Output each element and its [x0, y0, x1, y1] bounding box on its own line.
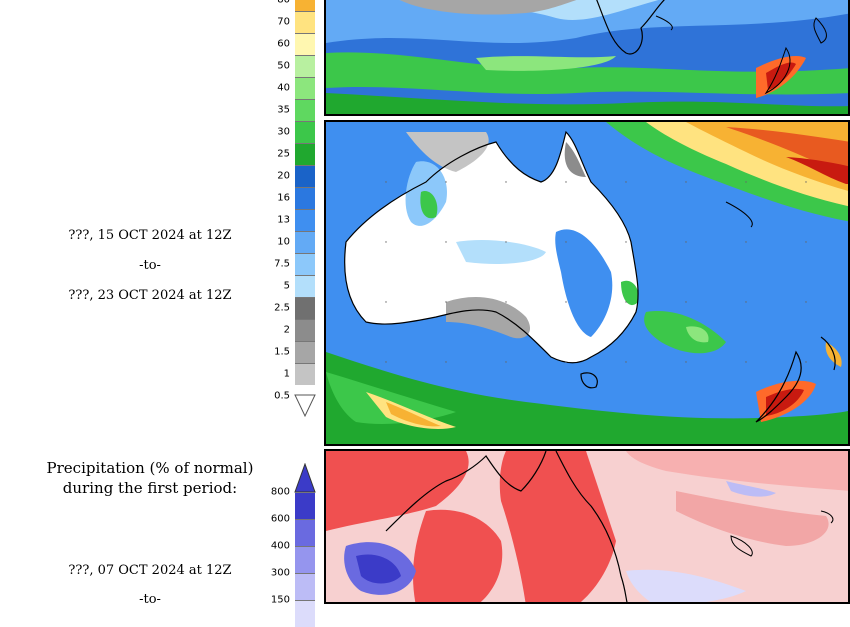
colorbar-tick-label: 16: [277, 192, 290, 204]
colorbar-swatch: [295, 77, 315, 99]
precipitation-map-current: [324, 120, 850, 446]
percent-period-start-text: ???, 07 OCT 2024 at 12Z: [68, 563, 232, 578]
percent-colorbar-swatch: [295, 573, 315, 600]
percent-colorbar-arrow-icon: [294, 463, 316, 493]
colorbar-tick-label: 50: [277, 60, 290, 72]
percent-colorbar-tick-label: 150: [270, 594, 290, 606]
precipitation-map-previous: [324, 0, 850, 116]
colorbar-swatch: [295, 55, 315, 77]
colorbar-swatch: [295, 341, 315, 363]
colorbar-swatch: [295, 209, 315, 231]
period-separator-text: -to-: [139, 258, 161, 273]
percent-colorbar-tick-label: 400: [270, 540, 290, 552]
colorbar-swatch: [295, 363, 315, 385]
percent-colorbar-tick-label: 300: [270, 567, 290, 579]
colorbar-tick-label: 1: [283, 368, 290, 380]
colorbar-tick-label: 25: [277, 148, 290, 160]
colorbar-swatch: [295, 0, 315, 11]
colorbar-swatch: [295, 319, 315, 341]
percent-normal-title: Precipitation (% of normal) during the f…: [20, 458, 280, 498]
colorbar-arrow-icon: [294, 394, 316, 418]
colorbar-tick-label: 40: [277, 82, 290, 94]
colorbar-tick-label: 35: [277, 104, 290, 116]
percent-title-line2: during the first period:: [62, 479, 238, 497]
percent-colorbar-tick-label: 600: [270, 513, 290, 525]
colorbar-tick-label: 60: [277, 38, 290, 50]
colorbar-tick-label: 2.5: [274, 302, 290, 314]
period-start-text: ???, 15 OCT 2024 at 12Z: [68, 228, 232, 243]
precipitation-percent-normal-map: [324, 449, 850, 604]
colorbar-tick-label: 0.5: [274, 390, 290, 402]
colorbar-tick-label: 7.5: [274, 258, 290, 270]
colorbar-swatch: [295, 187, 315, 209]
percent-colorbar-swatch: [295, 492, 315, 519]
colorbar-swatch: [295, 275, 315, 297]
percent-colorbar-swatch: [295, 600, 315, 627]
colorbar-swatch: [295, 297, 315, 319]
colorbar-swatch: [295, 165, 315, 187]
colorbar-tick-label: 10: [277, 236, 290, 248]
colorbar-swatch: [295, 99, 315, 121]
colorbar-swatch: [295, 121, 315, 143]
percent-title-line1: Precipitation (% of normal): [46, 459, 254, 477]
percent-colorbar-swatch: [295, 546, 315, 573]
precipitation-colorbar: [294, 0, 355, 420]
colorbar-tick-label: 5: [283, 280, 290, 292]
percent-colorbar-swatch: [295, 519, 315, 546]
colorbar-tick-label: 80: [277, 0, 290, 6]
colorbar-swatch: [295, 253, 315, 275]
colorbar-swatch: [295, 11, 315, 33]
colorbar-tick-label: 13: [277, 214, 290, 226]
colorbar-swatch: [295, 33, 315, 55]
colorbar-tick-label: 20: [277, 170, 290, 182]
colorbar-swatch: [295, 143, 315, 165]
colorbar-tick-label: 70: [277, 16, 290, 28]
percent-colorbar-tick-label: 800: [270, 486, 290, 498]
colorbar-swatch: [295, 231, 315, 253]
period-end-text: ???, 23 OCT 2024 at 12Z: [68, 288, 232, 303]
colorbar-tick-label: 30: [277, 126, 290, 138]
colorbar-tick-label: 2: [283, 324, 290, 336]
colorbar-tick-label: 1.5: [274, 346, 290, 358]
